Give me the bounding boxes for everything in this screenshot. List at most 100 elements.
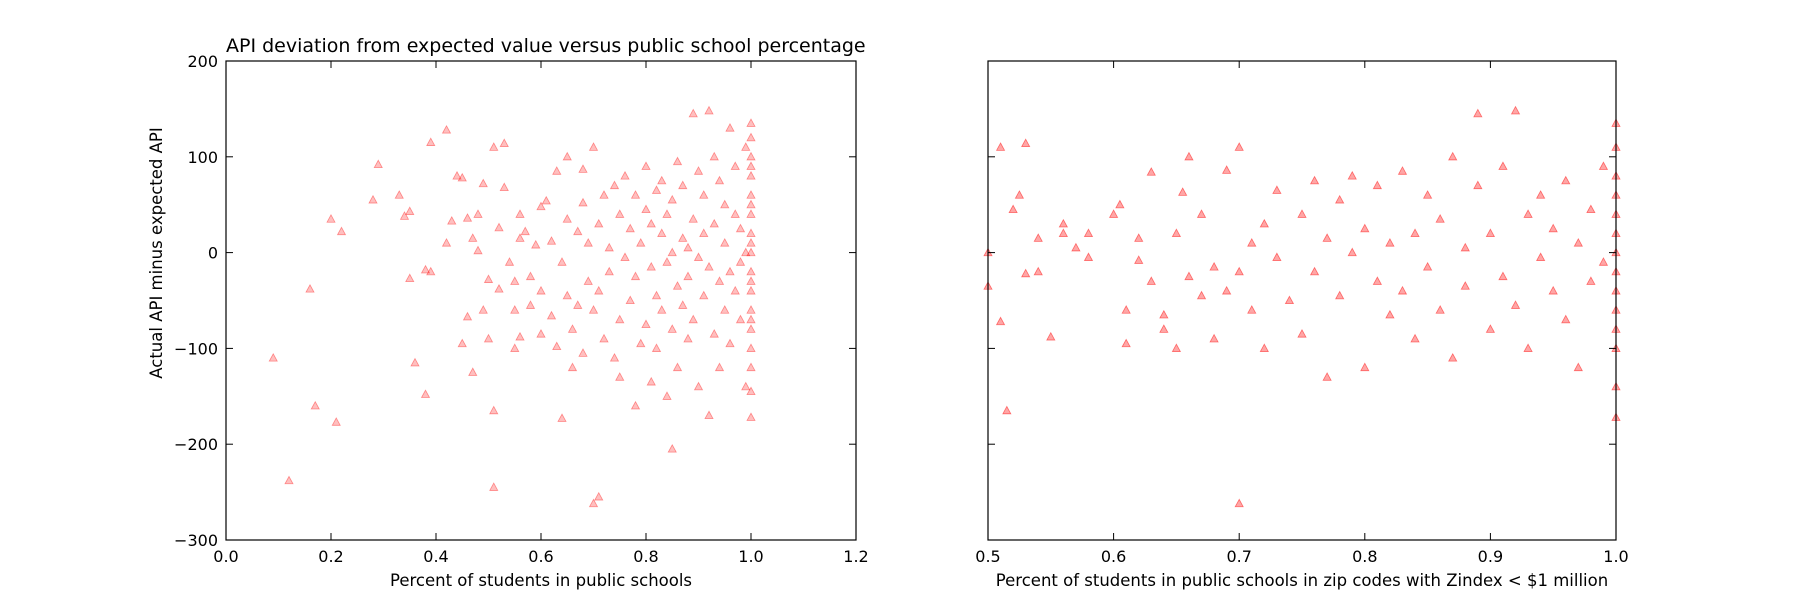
- scatter-point: [1347, 170, 1357, 180]
- scatter-point: [478, 305, 488, 314]
- scatter-point: [720, 237, 730, 247]
- scatter-point: [615, 314, 625, 324]
- scatter-point: [1397, 166, 1408, 175]
- scatter-point: [599, 333, 609, 343]
- scatter-point: [1221, 285, 1232, 295]
- x-tick-label: 0.8: [633, 547, 658, 566]
- scatter-point: [510, 276, 520, 285]
- scatter-point: [688, 314, 698, 324]
- right-scatter-panel: Percent of students in public schools in…: [975, 60, 1629, 590]
- scatter-point: [426, 266, 436, 276]
- scatter-point: [1121, 338, 1131, 348]
- scatter-point: [683, 271, 693, 281]
- scatter-point: [735, 314, 746, 324]
- scatter-point: [1372, 180, 1383, 190]
- scatter-point: [525, 271, 536, 281]
- scatter-point: [1002, 405, 1012, 415]
- scatter-point: [1309, 266, 1320, 276]
- scatter-point: [1435, 305, 1445, 314]
- scatter-point: [1448, 151, 1458, 161]
- scatter-point: [489, 142, 499, 151]
- scatter-point: [625, 223, 635, 233]
- scatter-point: [995, 316, 1006, 326]
- scatter-point: [510, 305, 520, 314]
- scatter-point: [730, 285, 740, 295]
- scatter-point: [305, 283, 315, 293]
- x-tick-label: 1.0: [1603, 547, 1628, 566]
- scatter-point: [594, 491, 604, 501]
- x-tick-label: 0.2: [318, 547, 343, 566]
- scatter-point: [394, 190, 404, 199]
- scatter-point: [604, 266, 614, 276]
- scatter-point: [625, 295, 635, 305]
- scatter-point: [1058, 228, 1069, 237]
- scatter-point: [452, 170, 462, 180]
- x-tick-label: 1.2: [843, 547, 868, 566]
- scatter-point: [646, 376, 656, 386]
- scatter-point: [1196, 290, 1207, 300]
- scatter-point: [1498, 161, 1508, 170]
- scatter-point: [667, 194, 677, 204]
- scatter-point: [578, 348, 588, 357]
- x-tick-label: 0.6: [1101, 547, 1126, 566]
- scatter-point: [405, 206, 415, 215]
- scatter-point: [704, 105, 714, 115]
- scatter-point: [578, 197, 588, 207]
- scatter-point: [473, 245, 483, 255]
- scatter-point: [720, 305, 730, 314]
- scatter-point: [1322, 233, 1332, 242]
- scatter-point: [562, 214, 572, 223]
- scatter-point: [515, 209, 525, 218]
- axis-ticks: 0.0 0.2 0.4 0.6 0.8 1.0 1.2 −300 −200 −100 0 100 200: [174, 52, 869, 566]
- scatter-point: [704, 410, 714, 420]
- scatter-point: [667, 247, 677, 257]
- x-tick-label: 0.5: [975, 547, 1000, 566]
- scatter-point: [683, 242, 693, 252]
- x-tick-label: 0.9: [1478, 547, 1503, 566]
- scatter-point: [630, 190, 641, 199]
- scatter-point: [573, 300, 583, 309]
- scatter-point: [693, 381, 704, 391]
- scatter-point: [1033, 266, 1043, 276]
- scatter-point: [1221, 165, 1232, 174]
- scatter-point: [746, 209, 756, 218]
- scatter-point: [1146, 167, 1156, 176]
- scatter-point: [1196, 209, 1207, 218]
- scatter-point: [1134, 233, 1144, 242]
- scatter-point: [1021, 268, 1031, 278]
- scatter-point: [1083, 252, 1094, 261]
- scatter-point: [499, 182, 509, 192]
- scatter-point: [641, 319, 651, 329]
- scatter-point: [662, 209, 672, 218]
- scatter-point: [1523, 209, 1533, 218]
- scatter-point: [1586, 204, 1596, 214]
- scatter-point: [489, 482, 499, 491]
- scatter-point: [588, 305, 599, 314]
- scatter-point: [714, 175, 725, 185]
- scatter-point: [1046, 331, 1056, 341]
- scatter-marks: [268, 105, 756, 508]
- scatter-point: [678, 180, 688, 190]
- scatter-point: [630, 271, 641, 281]
- scatter-point: [1259, 343, 1269, 352]
- scatter-point: [1360, 362, 1370, 372]
- scatter-point: [546, 310, 557, 320]
- scatter-point: [1422, 261, 1433, 271]
- scatter-point: [657, 228, 667, 237]
- scatter-point: [1171, 343, 1182, 352]
- plot-frame: [987, 60, 1617, 541]
- scatter-point: [672, 156, 683, 166]
- scatter-point: [536, 201, 546, 211]
- scatter-point: [1058, 218, 1069, 228]
- scatter-point: [678, 300, 688, 309]
- scatter-point: [725, 338, 735, 348]
- scatter-point: [741, 247, 751, 257]
- scatter-point: [709, 218, 719, 228]
- scatter-point: [641, 204, 651, 214]
- scatter-point: [483, 333, 494, 343]
- scatter-point: [746, 412, 756, 421]
- scatter-point: [1548, 285, 1558, 295]
- scatter-point: [457, 172, 467, 182]
- scatter-point: [1561, 314, 1571, 324]
- scatter-point: [336, 226, 347, 236]
